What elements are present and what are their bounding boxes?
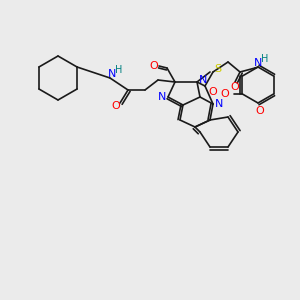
Text: H: H <box>261 54 269 64</box>
Text: N: N <box>108 69 116 79</box>
Text: O: O <box>220 89 229 99</box>
Text: N: N <box>254 58 262 68</box>
Text: O: O <box>112 101 120 111</box>
Text: O: O <box>208 87 217 97</box>
Text: N: N <box>215 99 223 109</box>
Text: H: H <box>115 65 123 75</box>
Text: N: N <box>158 92 166 102</box>
Text: S: S <box>214 64 222 74</box>
Text: O: O <box>150 61 158 71</box>
Text: O: O <box>256 106 264 116</box>
Text: O: O <box>231 82 239 92</box>
Text: N: N <box>199 75 207 85</box>
